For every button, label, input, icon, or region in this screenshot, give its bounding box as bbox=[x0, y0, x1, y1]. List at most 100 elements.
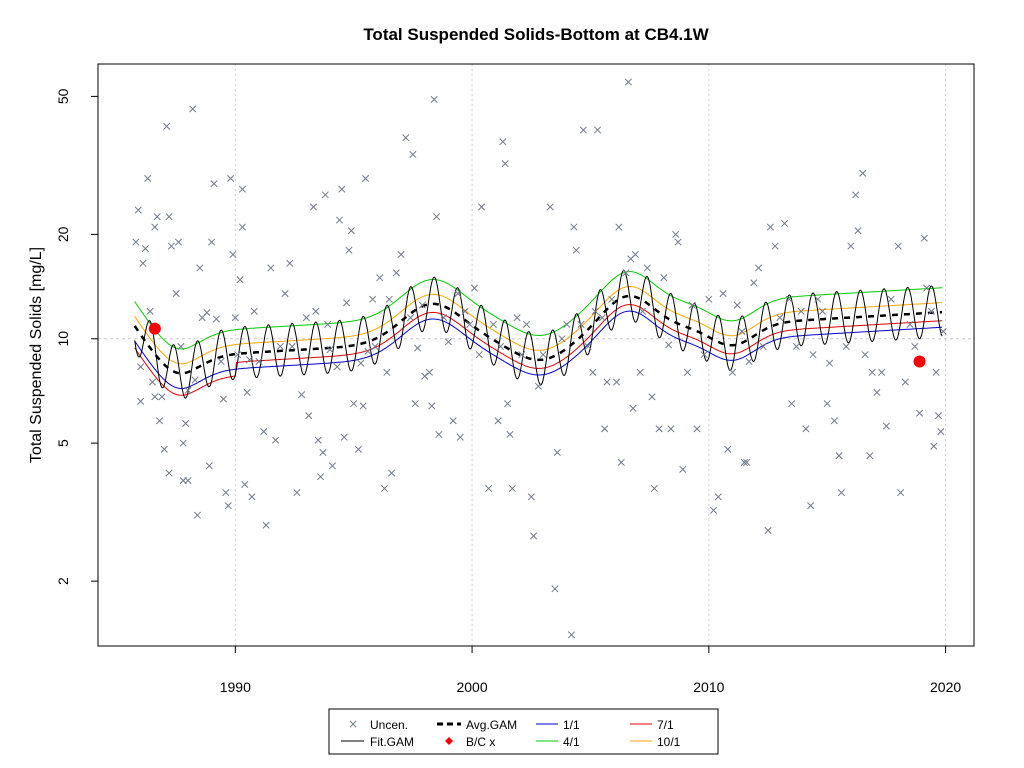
uncensored-point-61 bbox=[288, 342, 296, 351]
bc-points bbox=[148, 322, 926, 368]
uncensored-point-136 bbox=[551, 585, 559, 593]
uncensored-point-230 bbox=[927, 307, 935, 315]
uncensored-point-234 bbox=[930, 442, 938, 450]
uncensored-point-59 bbox=[281, 290, 289, 298]
uncensored-point-164 bbox=[648, 393, 656, 401]
uncensored-point-42 bbox=[229, 250, 237, 259]
chart-title: Total Suspended Solids-Bottom at CB4.1W bbox=[363, 25, 709, 44]
uncensored-point-225 bbox=[906, 320, 914, 328]
uncensored-point-108 bbox=[435, 430, 443, 438]
uncensored-point-152 bbox=[608, 295, 616, 303]
uncensored-point-48 bbox=[241, 480, 249, 489]
uncensored-point-135 bbox=[546, 203, 554, 211]
uncensored-point-63 bbox=[298, 391, 306, 399]
uncensored-point-151 bbox=[603, 378, 611, 386]
uncensored-point-21 bbox=[177, 342, 185, 351]
uncensored-point-213 bbox=[854, 227, 862, 235]
uncensored-point-216 bbox=[866, 452, 874, 460]
uncensored-point-44 bbox=[234, 351, 242, 359]
uncensored-point-103 bbox=[421, 372, 429, 380]
uncensored-point-146 bbox=[589, 368, 597, 376]
legend-item-10-1: 10/1 bbox=[630, 735, 681, 749]
uncensored-point-126 bbox=[506, 430, 514, 438]
legend-item-uncen: × Uncen. bbox=[348, 717, 408, 732]
uncensored-point-20 bbox=[174, 238, 183, 246]
uncensored-point-229 bbox=[923, 284, 931, 292]
legend-avg-gam-label: Avg.GAM bbox=[466, 718, 517, 732]
uncensored-point-159 bbox=[629, 404, 637, 412]
uncensored-point-228 bbox=[920, 234, 928, 242]
uncensored-point-98 bbox=[406, 314, 415, 322]
uncensored-point-107 bbox=[433, 213, 441, 221]
uncensored-point-121 bbox=[494, 417, 502, 425]
legend-1-1-label: 1/1 bbox=[563, 718, 580, 732]
uncensored-point-34 bbox=[208, 238, 216, 246]
uncensored-point-82 bbox=[350, 400, 358, 408]
uncensored-point-13 bbox=[158, 393, 166, 401]
uncensored-point-69 bbox=[316, 473, 325, 481]
uncensored-point-112 bbox=[454, 290, 462, 298]
uncensored-point-23 bbox=[179, 439, 187, 447]
legend-uncen-symbol: × bbox=[348, 717, 358, 731]
uncensored-point-19 bbox=[172, 290, 180, 298]
series-fit-gam-curve bbox=[134, 269, 943, 399]
uncensored-point-1 bbox=[134, 206, 142, 214]
uncensored-point-3 bbox=[137, 363, 145, 371]
uncensored-point-99 bbox=[409, 150, 417, 159]
uncensored-point-47 bbox=[238, 185, 246, 193]
uncensored-point-40 bbox=[224, 502, 232, 510]
uncensored-point-24 bbox=[182, 419, 190, 427]
uncensored-point-56 bbox=[267, 264, 275, 272]
uncensored-point-197 bbox=[788, 400, 796, 408]
uncensored-point-41 bbox=[227, 174, 235, 182]
legend-10-1-label: 10/1 bbox=[657, 735, 681, 749]
uncensored-point-14 bbox=[160, 445, 168, 453]
uncensored-point-9 bbox=[151, 393, 159, 401]
uncensored-point-2 bbox=[137, 397, 145, 405]
uncensored-point-87 bbox=[364, 347, 372, 355]
uncensored-point-172 bbox=[679, 465, 687, 473]
legend-fit-gam-label: Fit.GAM bbox=[370, 735, 414, 749]
uncensored-point-60 bbox=[286, 259, 294, 267]
uncensored-point-218 bbox=[873, 388, 881, 397]
uncensored-point-208 bbox=[835, 452, 843, 460]
legend-bc-label: B/C x bbox=[466, 735, 495, 749]
uncensored-point-18 bbox=[167, 242, 175, 250]
uncensored-point-220 bbox=[882, 422, 890, 430]
uncensored-point-10 bbox=[151, 223, 159, 231]
uncensored-point-8 bbox=[148, 378, 157, 386]
uncensored-point-190 bbox=[759, 342, 767, 351]
uncensored-point-162 bbox=[638, 307, 647, 315]
uncensored-point-26 bbox=[184, 386, 192, 394]
series-7-1-curve bbox=[134, 304, 943, 396]
uncensored-points bbox=[132, 78, 947, 639]
uncensored-point-33 bbox=[205, 462, 213, 470]
uncensored-point-104 bbox=[425, 368, 434, 376]
uncensored-point-28 bbox=[191, 376, 199, 384]
uncensored-point-191 bbox=[764, 526, 772, 535]
uncensored-point-212 bbox=[852, 191, 860, 199]
uncensored-point-54 bbox=[260, 427, 268, 436]
uncensored-point-184 bbox=[738, 327, 746, 335]
uncensored-point-105 bbox=[428, 402, 436, 410]
uncensored-point-232 bbox=[934, 412, 943, 420]
uncensored-point-129 bbox=[518, 351, 526, 359]
uncensored-point-149 bbox=[598, 314, 606, 322]
uncensored-point-140 bbox=[567, 631, 576, 639]
uncensored-point-139 bbox=[563, 320, 571, 328]
uncensored-point-93 bbox=[385, 295, 393, 303]
uncensored-point-109 bbox=[440, 314, 448, 322]
uncensored-point-132 bbox=[530, 532, 538, 540]
uncensored-point-130 bbox=[522, 320, 531, 328]
uncensored-point-169 bbox=[667, 425, 675, 433]
uncensored-point-91 bbox=[380, 484, 389, 493]
uncensored-point-173 bbox=[683, 368, 692, 376]
uncensored-point-177 bbox=[705, 295, 713, 303]
uncensored-point-202 bbox=[809, 351, 817, 359]
uncensored-point-196 bbox=[785, 295, 793, 303]
uncensored-point-138 bbox=[558, 335, 566, 343]
uncensored-point-226 bbox=[911, 342, 919, 351]
uncensored-point-221 bbox=[887, 295, 895, 303]
uncensored-point-81 bbox=[347, 227, 355, 235]
uncensored-point-217 bbox=[868, 368, 876, 376]
